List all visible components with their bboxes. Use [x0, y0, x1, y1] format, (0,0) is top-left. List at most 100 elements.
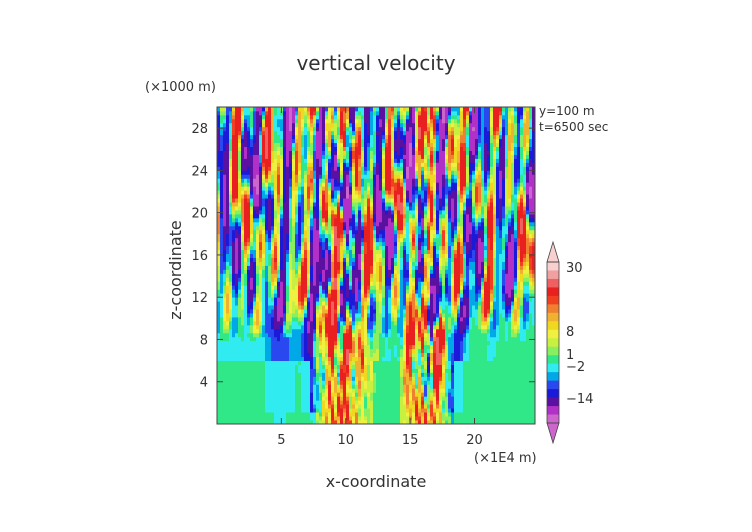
heatmap-cell — [334, 126, 338, 132]
heatmap-cell — [367, 202, 371, 207]
heatmap-cell — [373, 150, 377, 155]
heatmap-cell — [394, 126, 398, 132]
heatmap-cell — [286, 118, 290, 124]
heatmap-cell — [304, 380, 308, 385]
heatmap-cell — [289, 408, 293, 413]
heatmap-cell — [256, 202, 260, 207]
heatmap-cell — [247, 206, 251, 211]
heatmap-cell — [313, 336, 317, 342]
heatmap-cell — [340, 324, 344, 330]
heatmap-cell — [367, 142, 371, 148]
heatmap-cell — [256, 206, 260, 211]
heatmap-cell — [253, 420, 257, 424]
heatmap-cell — [223, 178, 227, 183]
heatmap-cell — [232, 344, 236, 350]
heatmap-cell — [391, 348, 395, 354]
heatmap-cell — [328, 245, 332, 251]
heatmap-cell — [349, 400, 353, 405]
heatmap-cell — [265, 249, 269, 255]
heatmap-cell — [400, 372, 404, 377]
heatmap-cell — [241, 225, 245, 231]
heatmap-cell — [259, 186, 263, 191]
heatmap-cell — [337, 249, 341, 255]
heatmap-cell — [382, 392, 386, 397]
heatmap-cell — [238, 364, 242, 369]
heatmap-cell — [313, 221, 317, 227]
heatmap-cell — [235, 352, 239, 358]
heatmap-cell — [364, 134, 368, 140]
heatmap-cell — [301, 126, 305, 132]
heatmap-cell — [364, 213, 368, 219]
heatmap-cell — [319, 356, 323, 361]
heatmap-cell — [355, 340, 359, 346]
heatmap-cell — [298, 178, 302, 183]
heatmap-cell — [250, 170, 254, 175]
heatmap-cell — [328, 281, 332, 286]
heatmap-cell — [298, 170, 302, 175]
heatmap-cell — [241, 202, 245, 207]
heatmap-cell — [226, 285, 230, 290]
heatmap-cell — [238, 166, 242, 171]
heatmap-cell — [268, 154, 272, 159]
heatmap-cell — [343, 376, 347, 381]
heatmap-cell — [349, 289, 353, 294]
heatmap-cell — [304, 158, 308, 163]
heatmap-cell — [334, 273, 338, 278]
heatmap-cell — [337, 289, 341, 294]
heatmap-cell — [358, 233, 362, 239]
heatmap-cell — [328, 206, 332, 211]
heatmap-cell — [355, 206, 359, 211]
heatmap-cell — [310, 380, 314, 385]
heatmap-cell — [253, 313, 257, 318]
heatmap-cell — [304, 221, 308, 227]
heatmap-cell — [358, 202, 362, 207]
heatmap-cell — [340, 253, 344, 258]
heatmap-cell — [226, 261, 230, 266]
heatmap-cell — [277, 202, 281, 207]
heatmap-cell — [331, 340, 335, 346]
heatmap-cell — [247, 368, 251, 373]
heatmap-cell — [262, 186, 266, 191]
heatmap-cell — [373, 372, 377, 377]
heatmap-cell — [256, 352, 260, 358]
heatmap-cell — [352, 313, 356, 318]
heatmap-cell — [262, 126, 266, 132]
heatmap-cell — [256, 404, 260, 409]
heatmap-cell — [340, 166, 344, 171]
heatmap-cell — [340, 340, 344, 346]
heatmap-cell — [265, 142, 269, 148]
heatmap-cell — [376, 257, 380, 262]
heatmap-cell — [265, 265, 269, 270]
heatmap-cell — [220, 301, 224, 306]
heatmap-cell — [340, 372, 344, 377]
heatmap-cell — [397, 146, 401, 151]
heatmap-cell — [286, 198, 290, 203]
heatmap-cell — [316, 376, 320, 381]
heatmap-cell — [391, 225, 395, 231]
heatmap-cell — [292, 305, 296, 310]
heatmap-cell — [367, 348, 371, 354]
heatmap-cell — [286, 194, 290, 199]
heatmap-cell — [223, 388, 227, 393]
heatmap-cell — [256, 412, 260, 417]
heatmap-cell — [361, 166, 365, 171]
heatmap-cell — [220, 245, 224, 251]
heatmap-cell — [223, 277, 227, 282]
heatmap-cell — [232, 229, 236, 235]
heatmap-cell — [379, 241, 383, 247]
heatmap-cell — [355, 146, 359, 151]
heatmap-cell — [391, 336, 395, 342]
heatmap-cell — [361, 118, 365, 124]
heatmap-cell — [235, 324, 239, 330]
heatmap-cell — [352, 233, 356, 239]
heatmap-cell — [241, 309, 245, 314]
heatmap-cell — [391, 384, 395, 389]
heatmap-cell — [379, 118, 383, 124]
heatmap-cell — [364, 384, 368, 389]
heatmap-cell — [256, 328, 260, 334]
heatmap-cell — [382, 126, 386, 132]
heatmap-cell — [217, 198, 221, 203]
heatmap-cell — [364, 301, 368, 306]
heatmap-cell — [349, 122, 353, 128]
heatmap-cell — [376, 130, 380, 136]
